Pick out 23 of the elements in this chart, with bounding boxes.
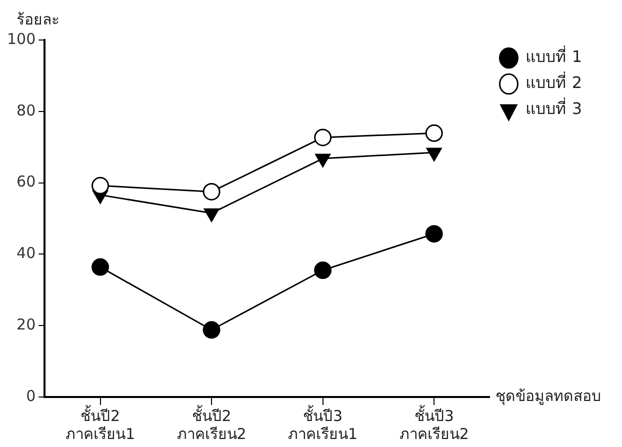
point xyxy=(425,124,443,142)
point xyxy=(314,262,332,280)
x-tick-label: ชั้นปี3 ภาคเรียน2 xyxy=(399,404,469,443)
point xyxy=(92,176,110,194)
legend-label: แบบที่ 1 xyxy=(526,45,582,66)
y-axis-title: ร้อยละ xyxy=(16,10,60,28)
point xyxy=(425,225,443,243)
x-tick-label: ชั้นปี2 ภาคเรียน1 xyxy=(65,404,136,443)
y-tick-label: 20 xyxy=(16,315,36,334)
y-tick-label: 60 xyxy=(16,172,36,191)
y-tick-label: 40 xyxy=(16,244,36,262)
x-tick-label: ชั้นปี3 ภาคเรียน1 xyxy=(288,404,358,443)
y-tick-label: 100 xyxy=(6,30,36,48)
y-tick-label: 80 xyxy=(16,101,36,120)
point xyxy=(92,258,110,276)
point xyxy=(202,182,220,200)
legend-label: แบบที่ 3 xyxy=(526,97,582,118)
legend-label: แบบที่ 2 xyxy=(526,71,582,92)
y-tick-label: 0 xyxy=(26,386,36,405)
x-tick-label: ชั้นปี2 ภาคเรียน2 xyxy=(176,404,246,443)
point xyxy=(202,321,220,339)
x-axis-title: ชุดข้อมูลทดสอบ xyxy=(496,386,602,406)
point xyxy=(314,128,332,146)
